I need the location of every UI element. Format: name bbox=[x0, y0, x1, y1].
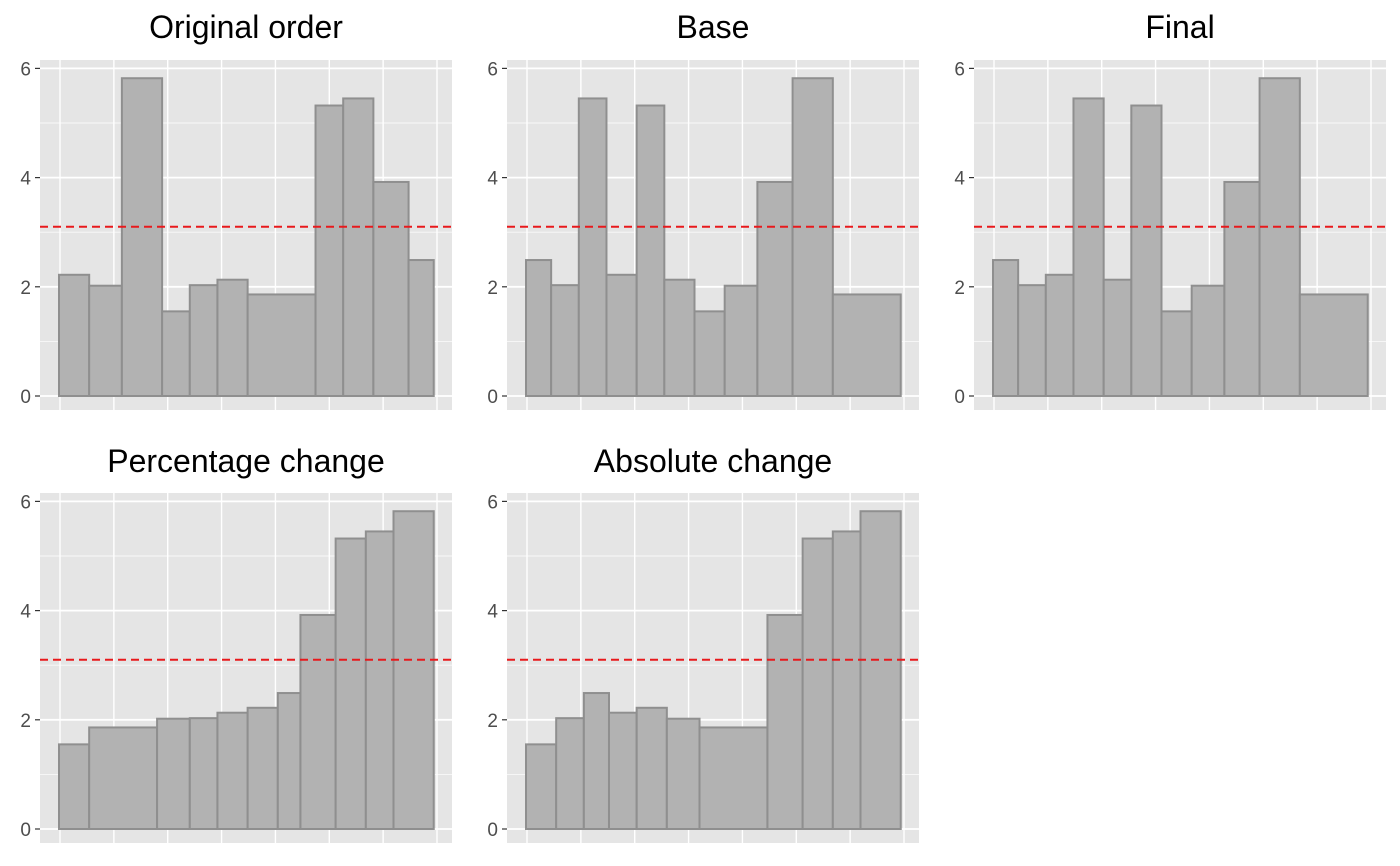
bar bbox=[120, 77, 164, 397]
bar bbox=[407, 259, 435, 397]
bar bbox=[665, 717, 701, 831]
bar bbox=[1102, 278, 1133, 397]
y-tick-label: 4 bbox=[487, 602, 498, 623]
bar bbox=[276, 692, 302, 831]
bar bbox=[605, 273, 638, 397]
panel-title: Absolute change bbox=[594, 443, 832, 479]
panel-title: Final bbox=[1145, 9, 1214, 45]
y-tick-label: 6 bbox=[487, 492, 498, 513]
bar bbox=[525, 259, 553, 397]
y-tick-label: 6 bbox=[487, 59, 498, 80]
bar bbox=[663, 278, 696, 397]
bar bbox=[364, 530, 395, 830]
bar bbox=[1190, 284, 1226, 398]
y-tick-label: 0 bbox=[487, 820, 498, 841]
y-tick-label: 0 bbox=[20, 820, 31, 841]
bar bbox=[766, 613, 804, 831]
y-tick-label: 6 bbox=[20, 59, 31, 80]
bar bbox=[372, 180, 410, 397]
bar bbox=[577, 97, 608, 398]
bar bbox=[188, 284, 219, 397]
facet-panel: 0 2 4 6 Final bbox=[954, 9, 1386, 410]
bar bbox=[693, 310, 726, 397]
bar bbox=[216, 278, 249, 397]
y-tick-label: 4 bbox=[954, 169, 965, 190]
y-tick-label: 2 bbox=[20, 278, 31, 299]
bar bbox=[756, 180, 794, 397]
bar bbox=[246, 293, 317, 397]
bar bbox=[342, 97, 375, 398]
bar bbox=[58, 273, 91, 397]
bar bbox=[582, 692, 610, 831]
panel-title: Percentage change bbox=[107, 443, 385, 479]
bar bbox=[791, 77, 834, 397]
y-tick-label: 0 bbox=[487, 387, 498, 408]
bar bbox=[831, 293, 902, 397]
bar bbox=[188, 717, 219, 830]
bar bbox=[992, 259, 1020, 397]
bar bbox=[1017, 284, 1047, 397]
bar bbox=[1258, 77, 1301, 397]
facet-panel: 0 2 4 6 Absolute change bbox=[487, 443, 919, 843]
bar bbox=[88, 284, 123, 398]
bar bbox=[635, 104, 666, 397]
bar bbox=[607, 711, 638, 831]
facet-panel: 0 2 4 6 Original order bbox=[20, 9, 452, 410]
bar bbox=[550, 284, 580, 397]
y-tick-label: 2 bbox=[954, 278, 965, 299]
bar bbox=[156, 717, 191, 831]
bar bbox=[216, 711, 249, 831]
bar bbox=[1130, 104, 1163, 397]
bar bbox=[555, 717, 585, 830]
bar bbox=[698, 726, 769, 830]
bar bbox=[859, 510, 902, 830]
facet-panel: 0 2 4 6 Percentage change bbox=[20, 443, 452, 843]
bar bbox=[831, 530, 862, 830]
bar bbox=[801, 537, 834, 830]
y-tick-label: 4 bbox=[20, 169, 31, 190]
y-tick-label: 4 bbox=[20, 602, 31, 623]
bar bbox=[334, 537, 367, 830]
bar bbox=[246, 706, 279, 831]
bar bbox=[1044, 273, 1075, 397]
bar bbox=[58, 743, 91, 830]
y-tick-label: 2 bbox=[487, 278, 498, 299]
bar bbox=[635, 706, 668, 831]
panel-title: Original order bbox=[149, 9, 343, 45]
y-tick-label: 0 bbox=[954, 387, 965, 408]
bar bbox=[1160, 310, 1193, 397]
y-tick-label: 4 bbox=[487, 169, 498, 190]
facet-panel: 0 2 4 6 Base bbox=[487, 9, 919, 410]
bar bbox=[161, 310, 191, 397]
panel-title: Base bbox=[677, 9, 750, 45]
bar bbox=[723, 284, 759, 398]
bar bbox=[1298, 293, 1369, 397]
y-tick-label: 6 bbox=[954, 59, 965, 80]
bar bbox=[1072, 97, 1105, 398]
bar bbox=[1223, 180, 1261, 397]
bar bbox=[88, 726, 159, 830]
y-tick-label: 2 bbox=[487, 711, 498, 732]
bar bbox=[525, 743, 558, 830]
y-tick-label: 2 bbox=[20, 711, 31, 732]
y-tick-label: 6 bbox=[20, 492, 31, 513]
y-tick-label: 0 bbox=[20, 387, 31, 408]
bar bbox=[392, 510, 435, 830]
bar bbox=[299, 613, 337, 831]
bar bbox=[314, 104, 345, 397]
